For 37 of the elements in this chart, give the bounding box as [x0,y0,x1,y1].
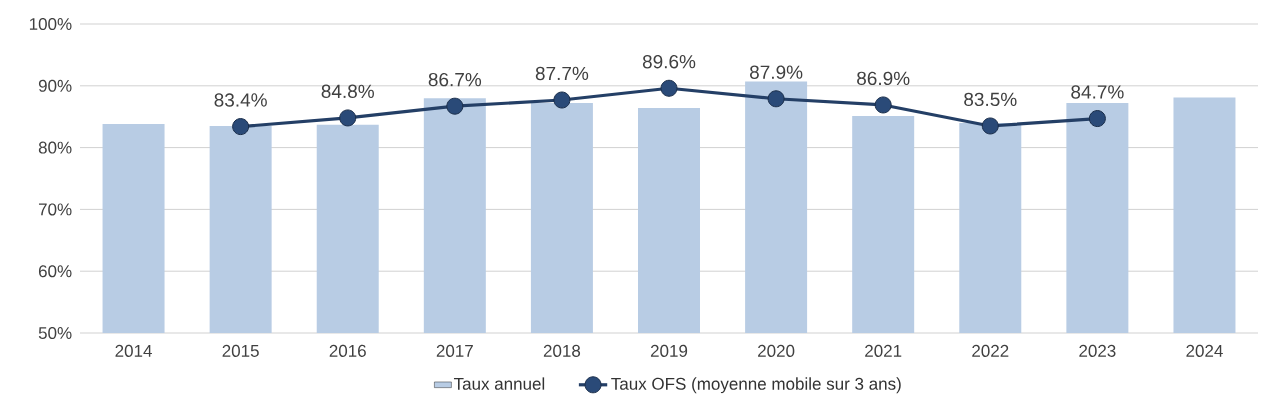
x-tick-label: 2014 [115,344,152,357]
y-tick-label: 100% [29,17,72,31]
x-tick-label: 2018 [543,344,581,357]
point [1088,110,1106,128]
data-label: 83.5% [964,92,1017,107]
data-label: 84.8% [321,84,374,99]
point [874,96,892,114]
data-label: 84.7% [1071,85,1124,99]
x-tick-label: 2017 [436,344,473,357]
data-label: 89.6% [642,54,696,69]
y-tick-label: 60% [38,265,72,278]
x-tick-label: 2022 [972,344,1009,357]
data-label: 86.9% [857,71,910,86]
point [446,97,464,115]
y-tick-label: 50% [38,326,72,340]
y-tick-label: 90% [38,79,72,92]
data-label: 83.4% [214,93,267,107]
data-label: 86.7% [428,72,482,87]
legend-label: Taux annuel [453,377,545,390]
point [767,90,785,108]
data-label: 87.9% [749,65,803,79]
legend-label: Taux OFS (moyenne mobile sur 3 ans) [611,377,901,394]
data-label: 87.7% [535,66,589,81]
x-tick-label: 2015 [222,344,259,357]
point [553,91,571,109]
point [339,109,357,127]
x-tick-label: 2021 [865,344,902,357]
point [981,117,999,135]
x-tick-label: 2019 [650,344,688,357]
x-tick-label: 2016 [329,344,366,357]
x-tick-label: 2020 [758,344,795,357]
point [660,79,678,97]
x-tick-label: 2023 [1079,344,1116,357]
y-tick-label: 70% [38,203,72,216]
y-tick-label: 80% [38,141,72,154]
x-tick-label: 2024 [1186,344,1223,357]
point [232,118,250,136]
